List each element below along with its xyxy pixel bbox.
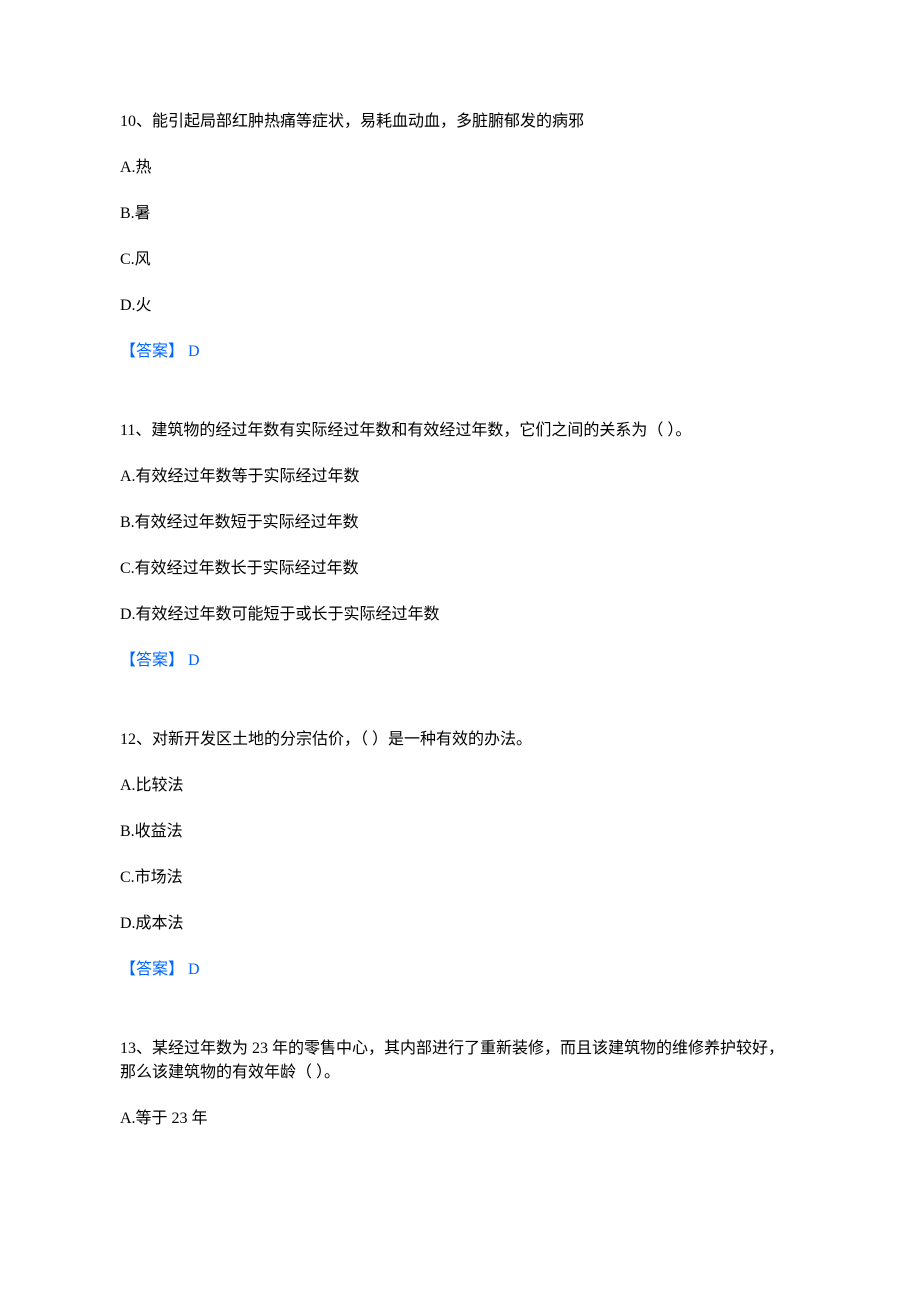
question-13: 13、某经过年数为 23 年的零售中心，其内部进行了重新装修，而且该建筑物的维修… [120, 1037, 800, 1131]
question-number: 13、 [120, 1040, 152, 1057]
question-number: 11、 [120, 422, 151, 439]
question-11-answer: 【答案】 D [120, 649, 800, 673]
question-10-answer: 【答案】 D [120, 340, 800, 364]
answer-value: D [188, 652, 200, 669]
question-body: 能引起局部红肿热痛等症状，易耗血动血，多脏腑郁发的病邪 [152, 113, 584, 130]
question-body: 对新开发区土地的分宗估价，（ ）是一种有效的办法。 [152, 731, 532, 748]
question-13-option-a: A.等于 23 年 [120, 1107, 800, 1131]
answer-value: D [188, 343, 200, 360]
question-11-option-a: A.有效经过年数等于实际经过年数 [120, 465, 800, 489]
question-12-option-b: B.收益法 [120, 820, 800, 844]
question-body: 某经过年数为 23 年的零售中心，其内部进行了重新装修，而且该建筑物的维修养护较… [120, 1040, 784, 1081]
question-11-option-d: D.有效经过年数可能短于或长于实际经过年数 [120, 603, 800, 627]
question-12-text: 12、对新开发区土地的分宗估价，（ ）是一种有效的办法。 [120, 728, 800, 752]
answer-label: 【答案】 [120, 961, 188, 978]
question-body: 建筑物的经过年数有实际经过年数和有效经过年数，它们之间的关系为（ ）。 [151, 422, 691, 439]
question-10-option-b: B.暑 [120, 202, 800, 226]
question-12: 12、对新开发区土地的分宗估价，（ ）是一种有效的办法。 A.比较法 B.收益法… [120, 728, 800, 982]
answer-value: D [188, 961, 200, 978]
question-13-text: 13、某经过年数为 23 年的零售中心，其内部进行了重新装修，而且该建筑物的维修… [120, 1037, 800, 1085]
question-number: 12、 [120, 731, 152, 748]
question-10-text: 10、能引起局部红肿热痛等症状，易耗血动血，多脏腑郁发的病邪 [120, 110, 800, 134]
question-10-option-d: D.火 [120, 294, 800, 318]
question-12-option-a: A.比较法 [120, 774, 800, 798]
answer-label: 【答案】 [120, 343, 188, 360]
question-10-option-a: A.热 [120, 156, 800, 180]
question-11-option-c: C.有效经过年数长于实际经过年数 [120, 557, 800, 581]
question-11: 11、建筑物的经过年数有实际经过年数和有效经过年数，它们之间的关系为（ ）。 A… [120, 419, 800, 673]
question-10-option-c: C.风 [120, 248, 800, 272]
question-12-option-d: D.成本法 [120, 912, 800, 936]
question-12-option-c: C.市场法 [120, 866, 800, 890]
question-11-text: 11、建筑物的经过年数有实际经过年数和有效经过年数，它们之间的关系为（ ）。 [120, 419, 800, 443]
question-12-answer: 【答案】 D [120, 958, 800, 982]
answer-label: 【答案】 [120, 652, 188, 669]
question-10: 10、能引起局部红肿热痛等症状，易耗血动血，多脏腑郁发的病邪 A.热 B.暑 C… [120, 110, 800, 364]
question-11-option-b: B.有效经过年数短于实际经过年数 [120, 511, 800, 535]
question-number: 10、 [120, 113, 152, 130]
